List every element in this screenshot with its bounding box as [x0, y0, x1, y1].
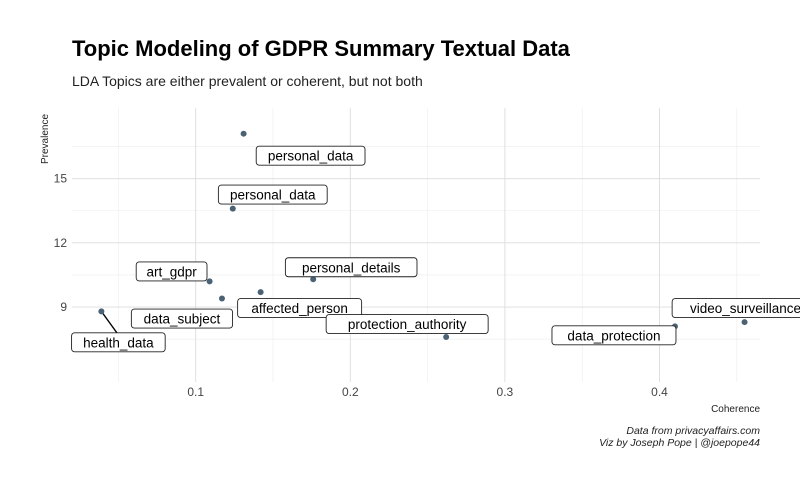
data-point [229, 205, 236, 212]
data-label: personal_data [268, 149, 354, 164]
x-tick-label: 0.3 [497, 385, 514, 399]
data-label-box [671, 298, 800, 319]
data-point [741, 319, 748, 326]
data-point [443, 334, 450, 341]
data-label: video_surveillance [690, 301, 800, 316]
x-axis-title: Coherence [711, 404, 760, 415]
data-label-box [325, 314, 489, 334]
y-tick-label: 12 [54, 236, 68, 250]
data-label: affected_person [251, 301, 348, 316]
data-label: protection_authority [348, 317, 467, 332]
data-label-box [130, 308, 234, 329]
chart-subtitle: LDA Topics are either prevalent or coher… [72, 73, 423, 89]
data-label-box [255, 145, 366, 166]
y-tick-label: 9 [60, 300, 67, 314]
data-label-box [551, 325, 677, 346]
data-label: personal_details [302, 260, 401, 275]
data-label: personal_data [230, 188, 316, 203]
data-label-box [284, 257, 418, 278]
x-tick-label: 0.4 [651, 385, 668, 399]
data-point [98, 308, 105, 315]
data-label-box [71, 332, 166, 353]
caption-source: Data from privacyaffairs.com [626, 425, 760, 437]
data-label: data_subject [144, 312, 221, 327]
y-tick-label: 15 [54, 172, 68, 186]
data-point [310, 276, 317, 283]
x-tick-label: 0.1 [187, 385, 204, 399]
data-label-box [135, 261, 208, 282]
data-point [240, 130, 247, 137]
label-leader-line [100, 310, 119, 336]
y-axis-title: Prevalence [40, 114, 51, 164]
data-label: data_protection [567, 328, 660, 343]
caption-credit: Viz by Joseph Pope | @joepope44 [599, 437, 760, 449]
data-point [206, 278, 213, 285]
data-label: health_data [83, 335, 154, 350]
x-tick-label: 0.2 [342, 385, 359, 399]
data-label-box [217, 184, 328, 205]
data-label: art_gdpr [146, 264, 197, 279]
data-point [218, 295, 225, 302]
data-label-box [237, 298, 363, 319]
chart-title: Topic Modeling of GDPR Summary Textual D… [72, 36, 570, 61]
chart-caption: Data from privacyaffairs.com Viz by Jose… [599, 425, 760, 449]
data-point [257, 289, 264, 296]
